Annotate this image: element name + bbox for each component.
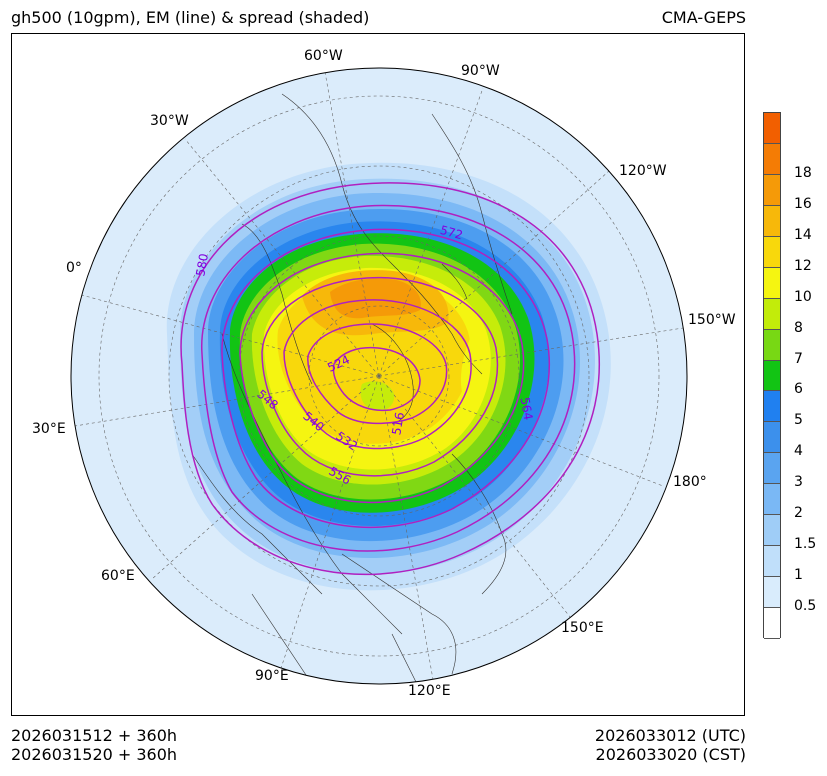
colorbar-tick-label: 10 [794, 288, 812, 305]
colorbar-segment [764, 577, 780, 608]
init-time-utc: 2026031512 + 360h [11, 726, 178, 745]
model-name: CMA-GEPS [661, 8, 746, 27]
colorbar-segment [764, 546, 780, 578]
colorbar-segment [764, 174, 780, 206]
lon-label: 60°E [101, 568, 135, 584]
colorbar-tick-label: 5 [794, 412, 803, 429]
chart-title: gh500 (10gpm), EM (line) & spread (shade… [11, 8, 370, 27]
colorbar-tick-label: 12 [794, 257, 812, 274]
lon-label: 120°E [408, 683, 451, 699]
lon-label: 30°W [150, 113, 189, 129]
colorbar-tick-label: 2 [794, 505, 803, 522]
colorbar [763, 112, 781, 639]
contour-label: 580 [193, 252, 211, 277]
colorbar-segment [764, 298, 780, 330]
lon-label: 30°E [32, 421, 66, 437]
colorbar-segment [764, 422, 780, 454]
colorbar-segment [764, 236, 780, 268]
lon-label: 0° [66, 260, 82, 276]
lon-label: 150°W [688, 312, 736, 328]
colorbar-tick-label: 1.5 [794, 536, 817, 553]
colorbar-segment [764, 205, 780, 237]
contour-label: 564 [518, 396, 536, 421]
colorbar-tick-label: 6 [794, 381, 803, 398]
lon-label: 60°W [304, 48, 343, 64]
contour-label: 516 [389, 411, 407, 436]
colorbar-segment [764, 515, 780, 547]
colorbar-tick-label: 18 [794, 164, 812, 181]
valid-time-cst: 2026033020 (CST) [595, 745, 746, 764]
colorbar-segment [764, 453, 780, 485]
lon-label: 120°W [619, 163, 667, 179]
colorbar-tick-label: 3 [794, 474, 803, 491]
lon-label: 180° [673, 474, 707, 490]
map-boundary [70, 67, 688, 685]
init-time-cst: 2026031520 + 360h [11, 745, 178, 764]
contour-label: 572 [439, 223, 465, 242]
lon-label: 150°E [561, 620, 604, 636]
map-frame: 580 572 524 548 516 564 540 532 556 [11, 33, 745, 716]
mean-contours [180, 182, 601, 576]
colorbar-segment [764, 143, 780, 175]
colorbar-tick-label: 14 [794, 226, 812, 243]
colorbar-segment [764, 360, 780, 392]
coastlines [191, 93, 513, 684]
colorbar-tick-label: 7 [794, 350, 803, 367]
colorbar-tick-label: 0.5 [794, 598, 817, 615]
colorbar-segment [764, 484, 780, 516]
colorbar-segment [764, 329, 780, 361]
lon-label: 90°W [461, 63, 500, 79]
colorbar-segment [764, 113, 780, 144]
lon-label: 90°E [255, 668, 289, 684]
init-time-block: 2026031512 + 360h 2026031520 + 360h [11, 726, 177, 764]
colorbar-tick-label: 8 [794, 319, 803, 336]
valid-time-block: 2026033012 (UTC) 2026033020 (CST) [595, 726, 746, 764]
colorbar-tick-label: 1 [794, 567, 803, 584]
colorbar-tick-label: 4 [794, 443, 803, 460]
colorbar-tick-label: 16 [794, 195, 812, 212]
valid-time-utc: 2026033012 (UTC) [594, 726, 746, 745]
colorbar-segment [764, 391, 780, 423]
polar-map: 580 572 524 548 516 564 540 532 556 [70, 67, 688, 685]
colorbar-segment [764, 267, 780, 299]
graticule [74, 71, 684, 684]
colorbar-segment [764, 608, 780, 639]
